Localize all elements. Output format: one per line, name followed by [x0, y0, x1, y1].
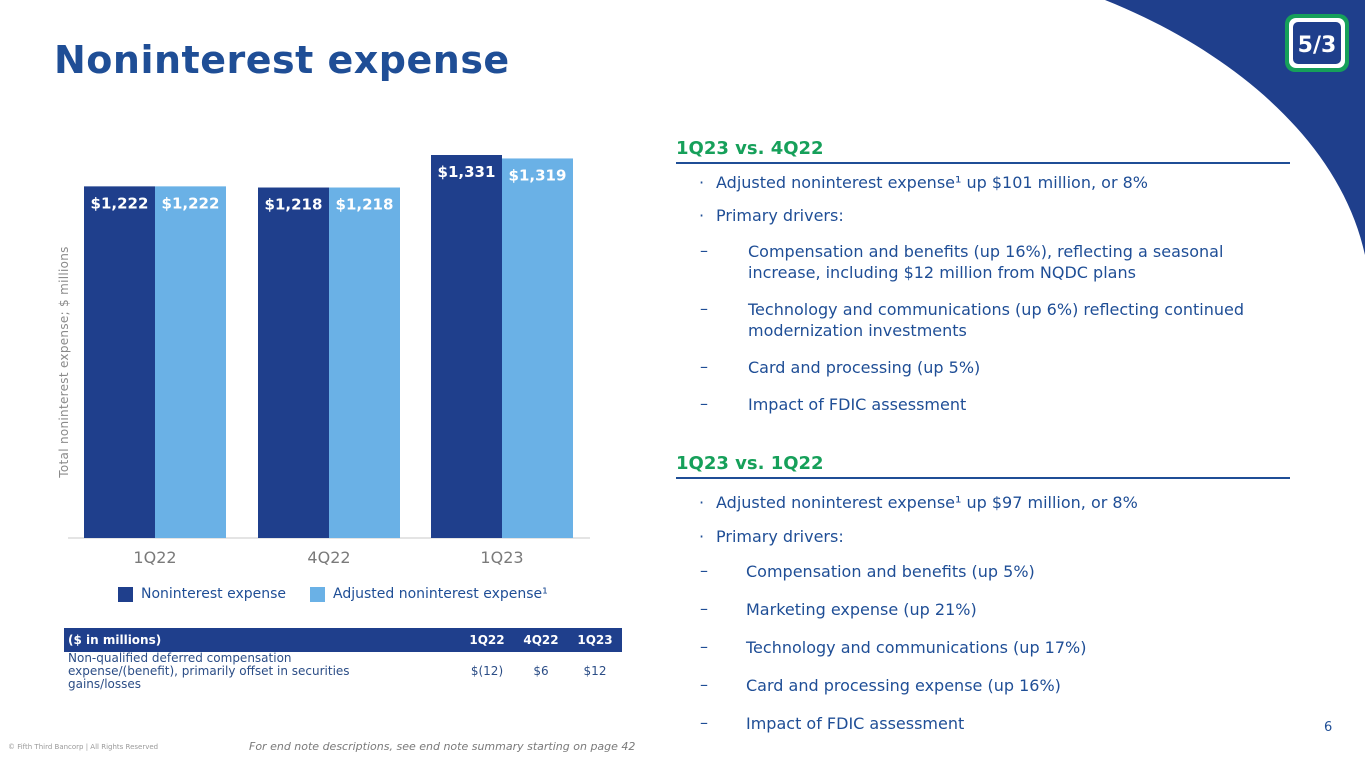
copyright-text: © Fifth Third Bancorp | All Rights Reser… [8, 743, 159, 751]
list-item: – Technology and communications (up 17%) [700, 637, 1138, 675]
legend-label-noninterest: Noninterest expense [141, 586, 287, 602]
list-item: – Card and processing expense (up 16%) [700, 675, 1138, 713]
dash-mark: – [700, 599, 708, 618]
section2-driver1: Compensation and benefits (up 5%) [746, 562, 1035, 581]
list-item: · Primary drivers: [699, 206, 1244, 239]
x-tick-label-1q22: 1Q22 [133, 548, 176, 567]
list-item: · Adjusted noninterest expense¹ up $97 m… [699, 493, 1138, 527]
legend-item-noninterest: Noninterest expense [118, 586, 286, 602]
list-item: – Compensation and benefits (up 16%), re… [700, 241, 1244, 299]
data-label-adjusted-1q23: $1,319 [509, 166, 567, 184]
bar-chart: Total noninterest expense; $ millions $1… [57, 155, 590, 567]
dash-mark: – [700, 394, 708, 413]
section1-list: · Adjusted noninterest expense¹ up $101 … [699, 173, 1244, 424]
dash-mark: – [700, 675, 708, 694]
page-number: 6 [1324, 720, 1333, 735]
bar-noninterest-4q22 [258, 187, 329, 538]
bar-noninterest-1q23 [431, 155, 502, 538]
list-item: – Impact of FDIC assessment [700, 394, 1244, 424]
section1-driver2-line1: Technology and communications (up 6%) re… [748, 300, 1245, 319]
data-label-noninterest-1q22: $1,222 [91, 194, 149, 212]
y-axis-label: Total noninterest expense; $ millions [57, 246, 71, 478]
bar-adjusted-1q22 [155, 186, 226, 538]
dash-mark: – [700, 637, 708, 656]
dash-mark: – [700, 241, 708, 260]
bullet-dot: · [699, 527, 705, 546]
bar-adjusted-1q23 [502, 158, 573, 538]
dash-mark: – [700, 357, 708, 376]
svg-text:5/3: 5/3 [1298, 33, 1337, 58]
dash-mark: – [700, 561, 708, 580]
section2-driver5: Impact of FDIC assessment [746, 714, 965, 733]
table-row-label-line2: expense/(benefit), primarily offset in s… [68, 664, 350, 678]
section2-bullet2: Primary drivers: [716, 527, 844, 546]
chart-legend: Noninterest expense Adjusted noninterest… [118, 586, 572, 602]
legend-label-adjusted: Adjusted noninterest expense¹ [333, 586, 548, 602]
data-label-adjusted-4q22: $1,218 [336, 196, 394, 214]
fifth-third-logo: 5/3 [1285, 14, 1349, 72]
table-header-1q23: 1Q23 [568, 628, 622, 652]
table-header-4q22: 4Q22 [514, 628, 568, 652]
table-row-label-line1: Non-qualified deferred compensation [68, 651, 292, 665]
list-item: – Marketing expense (up 21%) [700, 599, 1138, 637]
dash-mark: – [700, 299, 708, 318]
section1-driver4: Impact of FDIC assessment [748, 395, 967, 414]
section1-driver2-line2: modernization investments [748, 321, 967, 340]
table-header-1q22: 1Q22 [460, 628, 514, 652]
bar-noninterest-1q22 [84, 186, 155, 538]
table-header-row: ($ in millions) 1Q22 4Q22 1Q23 [64, 628, 622, 652]
section2-list: · Adjusted noninterest expense¹ up $97 m… [699, 493, 1138, 743]
section2-heading: 1Q23 vs. 1Q22 [676, 453, 1290, 479]
table-row-label-line3: gains/losses [68, 677, 142, 691]
section1-driver1-line2: increase, including $12 million from NQD… [748, 263, 1136, 282]
data-label-noninterest-1q23: $1,331 [438, 163, 496, 181]
list-item: – Technology and communications (up 6%) … [700, 299, 1244, 357]
table-cell-1q23: $12 [583, 664, 607, 678]
section1-heading: 1Q23 vs. 4Q22 [676, 138, 1290, 164]
table-row-label: Non-qualified deferred compensation expe… [64, 652, 460, 691]
nqdc-table: ($ in millions) 1Q22 4Q22 1Q23 Non-quali… [64, 628, 622, 691]
section2-driver4: Card and processing expense (up 16%) [746, 676, 1061, 695]
bullet-dot: · [699, 173, 705, 192]
x-tick-label-4q22: 4Q22 [307, 548, 350, 567]
endnote-text: For end note descriptions, see end note … [249, 740, 636, 753]
data-label-adjusted-1q22: $1,222 [162, 194, 220, 212]
table-header-label: ($ in millions) [64, 628, 460, 652]
section1-bullet1: Adjusted noninterest expense¹ up $101 mi… [716, 173, 1148, 192]
bar-adjusted-4q22 [329, 187, 400, 538]
page-title: Noninterest expense [54, 38, 510, 82]
dash-mark: – [700, 713, 708, 732]
list-item: · Primary drivers: [699, 527, 1138, 561]
section1-bullet2: Primary drivers: [716, 206, 844, 225]
data-label-noninterest-4q22: $1,218 [265, 196, 323, 214]
table-cell-4q22: $6 [533, 664, 549, 678]
section1-driver1-line1: Compensation and benefits (up 16%), refl… [748, 242, 1224, 261]
table-row: Non-qualified deferred compensation expe… [64, 652, 622, 691]
bullet-dot: · [699, 206, 705, 225]
table-cell-1q22: $(12) [470, 664, 504, 678]
bullet-dot: · [699, 493, 705, 512]
legend-swatch-adjusted [310, 586, 326, 602]
x-tick-label-1q23: 1Q23 [480, 548, 523, 567]
list-item: – Compensation and benefits (up 5%) [700, 561, 1138, 599]
list-item: – Impact of FDIC assessment [700, 713, 1138, 743]
section2-bullet1: Adjusted noninterest expense¹ up $97 mil… [716, 493, 1138, 512]
list-item: – Card and processing (up 5%) [700, 357, 1244, 394]
legend-item-adjusted: Adjusted noninterest expense¹ [310, 586, 548, 602]
section1-driver3: Card and processing (up 5%) [748, 358, 981, 377]
section2-driver2: Marketing expense (up 21%) [746, 600, 977, 619]
list-item: · Adjusted noninterest expense¹ up $101 … [699, 173, 1244, 206]
legend-swatch-noninterest [118, 586, 133, 602]
section2-driver3: Technology and communications (up 17%) [746, 638, 1087, 657]
